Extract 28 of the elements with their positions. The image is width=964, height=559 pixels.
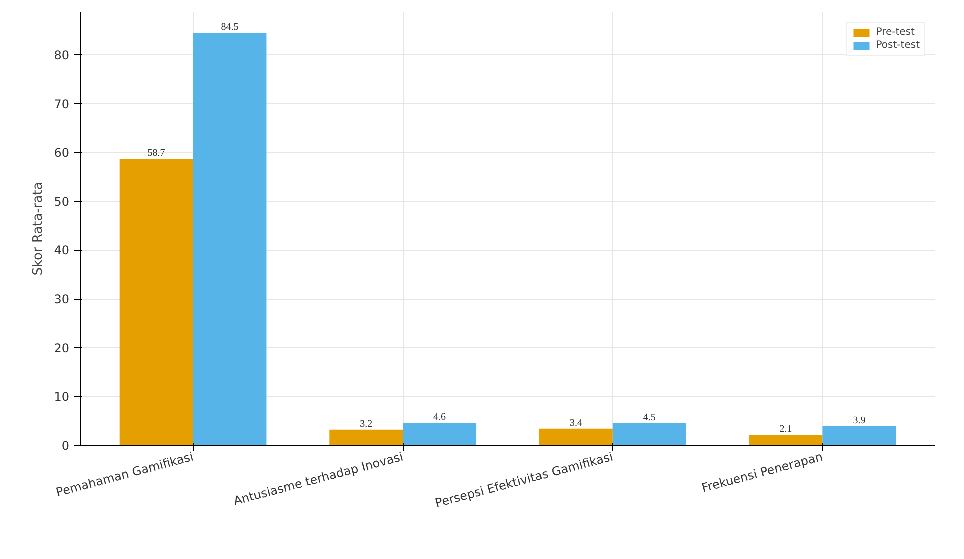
data-label: 3.4 — [570, 418, 582, 429]
y-tick-label: 20 — [54, 341, 70, 356]
bar — [193, 33, 267, 446]
bar — [120, 158, 194, 446]
data-label: 2.1 — [780, 424, 792, 436]
bar — [539, 428, 613, 446]
bar — [403, 423, 477, 446]
bar — [330, 430, 404, 446]
legend-label: Pre-test — [876, 27, 915, 38]
y-tick-label: 30 — [54, 292, 70, 307]
y-tick-label: 40 — [54, 244, 70, 258]
y-tick-label: 50 — [54, 194, 70, 209]
data-label: 58.7 — [148, 148, 166, 159]
data-label: 84.5 — [221, 22, 239, 34]
y-tick-label: 70 — [54, 97, 70, 112]
data-label: 4.5 — [643, 412, 656, 424]
y-tick-label: 10 — [54, 390, 70, 404]
y-tick-label: 80 — [54, 48, 70, 62]
bar — [749, 435, 823, 446]
y-tick-label: 0 — [62, 439, 70, 453]
bar — [612, 424, 686, 446]
legend-label: Post-test — [876, 40, 920, 51]
data-label: 4.6 — [434, 412, 446, 424]
y-tick-label: 60 — [54, 146, 70, 160]
data-label: 3.2 — [360, 418, 373, 430]
data-label: 3.9 — [853, 415, 866, 426]
y-axis-title: Skor Rata-rata — [31, 182, 46, 276]
bar — [822, 426, 896, 446]
